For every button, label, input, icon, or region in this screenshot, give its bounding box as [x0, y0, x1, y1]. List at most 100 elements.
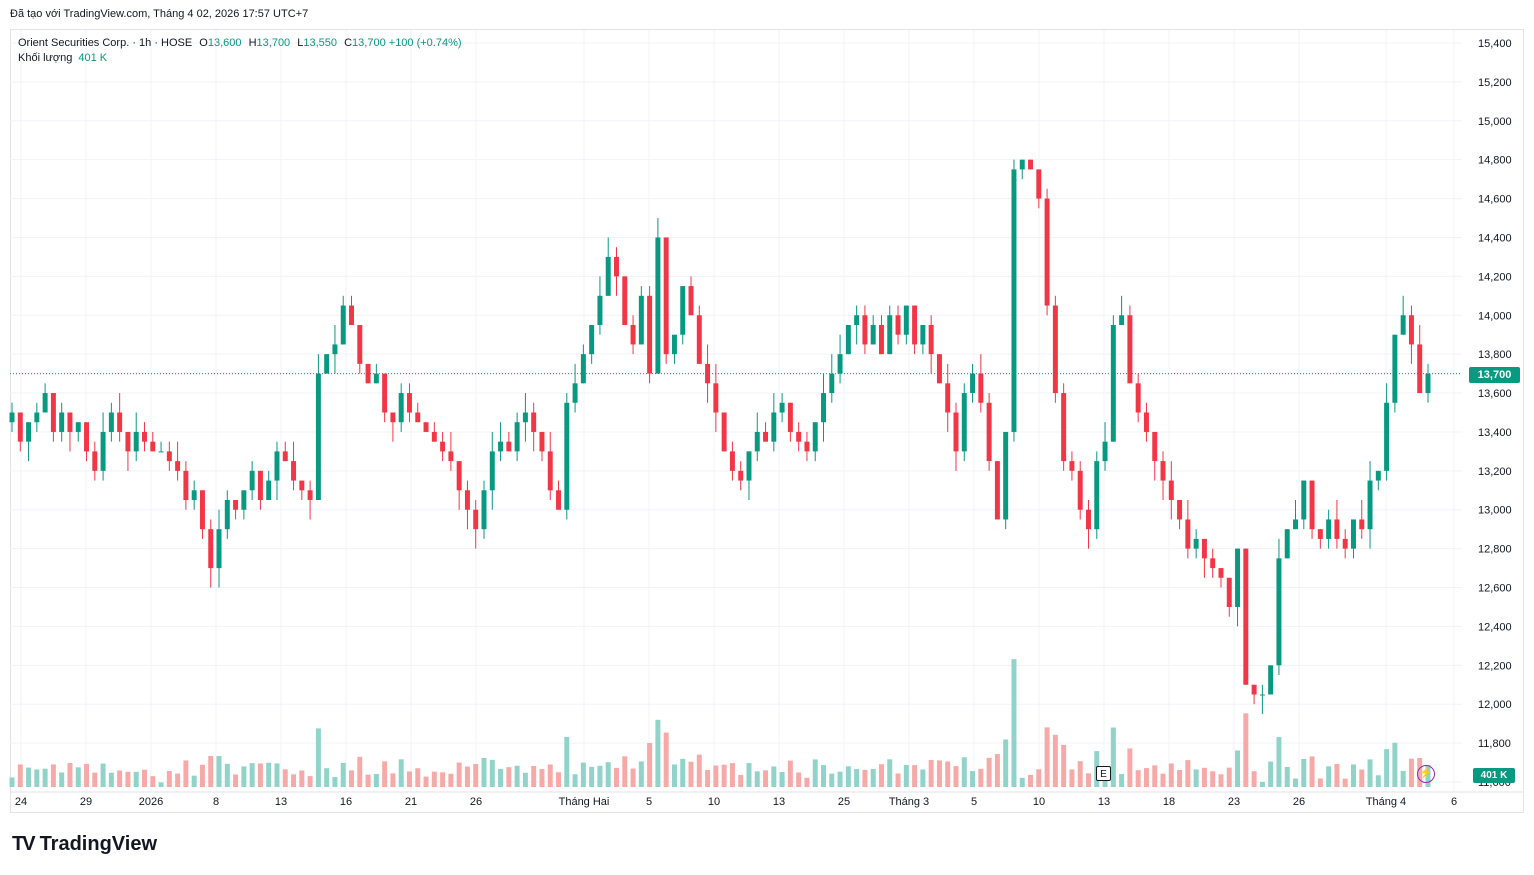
volume-bar: [1019, 777, 1025, 787]
volume-bar: [1003, 739, 1009, 787]
volume-bar: [556, 772, 562, 787]
volume-bar: [994, 754, 1000, 787]
candle-body: [522, 412, 528, 423]
x-tick-label: Tháng 3: [889, 796, 929, 808]
y-tick-label: 13,200: [1478, 466, 1512, 478]
volume-bar: [771, 766, 777, 787]
volume-bar: [655, 719, 661, 787]
candle-body: [928, 324, 934, 355]
candle-body: [1293, 519, 1298, 530]
symbol-title[interactable]: Orient Securities Corp. · 1h · HOSE: [18, 37, 193, 49]
volume-bar: [522, 772, 528, 787]
volume-bar: [713, 765, 719, 787]
candle-body: [1317, 529, 1323, 539]
volume-bar: [440, 772, 446, 787]
candle-body: [183, 470, 189, 501]
candle-body: [175, 461, 181, 471]
tradingview-logo[interactable]: TV TradingView: [12, 833, 157, 856]
candle-body: [647, 295, 653, 374]
volume-bar: [1152, 765, 1158, 787]
candle-body: [1052, 305, 1058, 394]
candle-body: [961, 393, 967, 452]
candle-body: [349, 305, 354, 325]
candle-body: [1036, 169, 1042, 199]
candle-body: [746, 451, 752, 481]
candle-body: [199, 490, 205, 530]
candle-body: [1417, 344, 1423, 394]
candle-body: [539, 431, 545, 452]
candle-body: [282, 451, 288, 462]
candle-body: [597, 295, 603, 325]
candle-body: [1400, 315, 1406, 335]
candle-body: [605, 256, 611, 296]
volume-bar: [1185, 760, 1191, 787]
volume-bar: [547, 764, 553, 787]
x-tick-label: 26: [1293, 796, 1305, 808]
volume-bar: [1135, 770, 1141, 787]
lightning-icon[interactable]: ⚡: [1417, 765, 1435, 783]
candle-body: [1119, 315, 1125, 325]
candle-body: [796, 431, 802, 442]
volume-legend: Khối lượng 401 K: [18, 52, 107, 64]
volume-bar: [787, 760, 793, 787]
candle-body: [406, 393, 412, 413]
volume-bar: [1367, 759, 1373, 787]
x-tick-label: 24: [15, 796, 27, 808]
volume-label[interactable]: Khối lượng: [18, 52, 73, 64]
volume-bar: [224, 763, 230, 787]
volume-bar: [1143, 768, 1149, 787]
volume-bar: [191, 775, 197, 787]
volume-bar: [17, 764, 23, 787]
volume-bar: [166, 771, 172, 787]
volume-bar: [564, 736, 570, 787]
candle-body: [1011, 169, 1017, 432]
candle-body: [870, 324, 876, 345]
volume-bar: [307, 776, 313, 787]
candle-body: [357, 324, 363, 364]
volume-bar: [1268, 761, 1274, 787]
y-tick-label: 14,000: [1478, 310, 1512, 322]
volume-bar: [1218, 774, 1224, 787]
x-tick-label: 5: [971, 796, 977, 808]
volume-bar: [100, 763, 106, 787]
volume-bar: [738, 774, 744, 787]
candle-body: [680, 286, 686, 335]
volume-bar: [572, 774, 578, 787]
candle-body: [903, 305, 909, 335]
volume-bar: [1284, 766, 1290, 787]
candle-body: [481, 490, 487, 530]
last-price-badge: 13,700: [1469, 367, 1520, 383]
earnings-marker[interactable]: E: [1096, 766, 1111, 781]
candle-body: [473, 509, 479, 530]
volume-bar: [605, 762, 611, 787]
candle-body: [431, 431, 437, 442]
price-axis: 15,400 15,200 15,000 14,800 14,600 14,400 14,2…: [1478, 38, 1512, 789]
candle-body: [878, 324, 884, 355]
candle-body: [953, 412, 959, 452]
candle-body: [1201, 538, 1207, 559]
change-value: +100 (+0.74%): [388, 37, 462, 49]
candle-body: [299, 480, 305, 491]
candle-body: [1028, 159, 1034, 170]
candle-body: [498, 441, 504, 452]
candle-body: [365, 363, 371, 384]
volume-bar: [108, 772, 114, 787]
candle-body: [332, 344, 338, 355]
candle-body: [1160, 461, 1166, 481]
volume-bar: [175, 773, 181, 787]
volume-bar: [257, 763, 263, 787]
tv-logo-icon: TV: [12, 833, 36, 855]
volume-bar: [887, 759, 893, 787]
volume-bar: [489, 759, 495, 787]
volume-bar: [241, 766, 247, 787]
volume-bar: [912, 765, 918, 787]
volume-bar: [1086, 773, 1091, 787]
x-tick-label: Tháng 4: [1366, 796, 1406, 808]
volume-bar: [514, 765, 520, 787]
candle-body: [1342, 538, 1348, 549]
candle-body: [274, 451, 280, 481]
candle-body: [26, 422, 32, 442]
candle-body: [158, 451, 164, 453]
candle-body: [506, 441, 512, 452]
